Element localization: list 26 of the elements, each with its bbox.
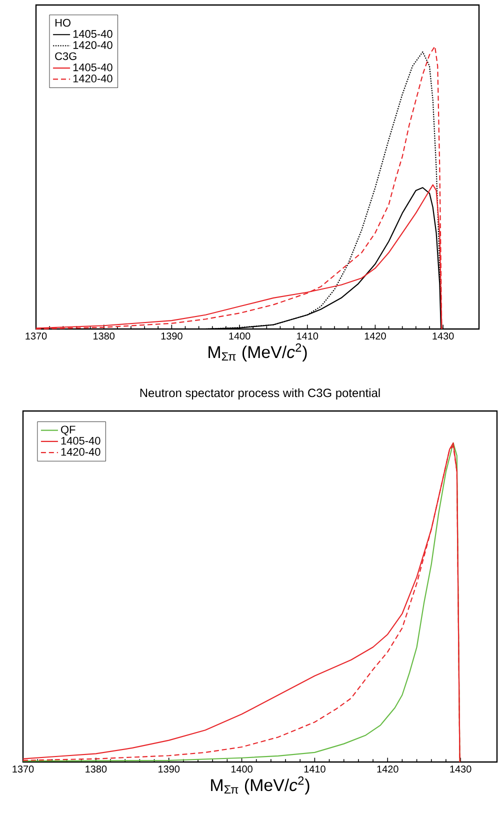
- x-tick-label: 1410: [297, 332, 318, 340]
- legend-label: 1420-40: [73, 74, 112, 82]
- x-tick-label: 1400: [231, 766, 252, 773]
- legend-label: 1405-40: [61, 436, 100, 445]
- x-tick-label: 1370: [26, 332, 47, 340]
- legend-label: 1420-40: [61, 448, 100, 456]
- x-tick-label: 1370: [12, 766, 34, 773]
- text: HO: [55, 18, 70, 27]
- legend-label: 1420-40: [73, 41, 112, 49]
- legend-label: QF: [61, 426, 76, 436]
- x-tick-label: 1380: [86, 766, 107, 773]
- x-tick-label: 1410: [304, 766, 326, 773]
- chart-title: Neutron spectator process with C3G potential: [140, 388, 380, 400]
- x-tick-label: 1420: [377, 766, 398, 773]
- legend-label: 1405-40: [73, 30, 112, 38]
- annotation: C3G: [55, 52, 76, 60]
- x-tick-label: 1420: [364, 332, 386, 340]
- x-tick-label: 1380: [94, 332, 115, 340]
- legend-label: 1405-40: [73, 63, 112, 72]
- x-axis-title: M$_{Σπ}$ (MeV/c$^{2}$): [208, 343, 307, 362]
- x-axis-title: M$_{Σπ}$ (MeV/c$^{2}$): [211, 776, 310, 794]
- x-tick-label: 1400: [229, 332, 250, 340]
- x-tick-label: 1430: [432, 332, 454, 340]
- x-tick-label: 1430: [450, 766, 472, 773]
- x-tick-label: 1390: [158, 766, 180, 773]
- x-tick-label: 1390: [161, 332, 182, 340]
